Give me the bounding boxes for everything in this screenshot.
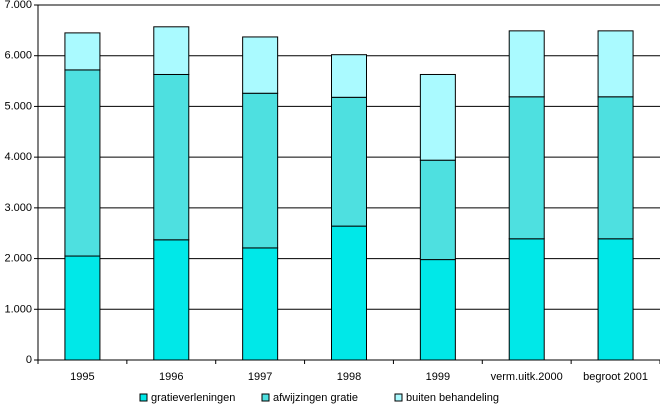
bar-segment — [508, 30, 545, 98]
bar-segment — [508, 96, 545, 240]
x-tick-label: begroot 2001 — [583, 371, 648, 383]
bar-segment — [419, 259, 456, 361]
y-tick-label: 5.000 — [4, 100, 32, 112]
bar-segment — [597, 30, 634, 98]
x-tick-label: verm.uitk.2000 — [491, 371, 563, 383]
legend-swatch — [261, 393, 270, 402]
legend-swatch — [139, 393, 148, 402]
y-axis: 0 1.000 2.000 3.000 4.000 5.000 6.000 7.000 — [4, 0, 39, 366]
y-tick-label: 2.000 — [4, 253, 32, 265]
bar-segment — [153, 26, 190, 75]
bar-segment — [64, 32, 101, 71]
bar-segment — [508, 238, 545, 361]
legend-label: buiten behandeling — [406, 392, 499, 404]
x-axis: 1995 1996 1997 1998 1999 verm.uitk.2000 begroo… — [37, 359, 660, 383]
x-tick-label: 1995 — [70, 371, 94, 383]
bar-segment — [242, 36, 279, 94]
bars — [64, 26, 634, 361]
x-tick-label: 1996 — [159, 371, 183, 383]
bar-segment — [64, 69, 101, 257]
bar-segment — [331, 225, 367, 361]
x-tick-label: 1997 — [248, 371, 272, 383]
bar-segment — [242, 247, 279, 361]
bar-segment — [153, 73, 190, 241]
bar-segment — [419, 159, 456, 261]
bar-segment — [331, 54, 367, 98]
bar-segment — [153, 239, 190, 361]
bar-segment — [64, 255, 101, 361]
bar-segment — [597, 96, 634, 240]
legend-label: gratieverleningen — [151, 392, 235, 404]
bar-segment — [242, 92, 279, 249]
y-tick-label: 7.000 — [4, 0, 32, 11]
y-tick-label: 6.000 — [4, 50, 32, 62]
legend-swatch — [394, 393, 403, 402]
y-tick-label: 4.000 — [4, 151, 32, 163]
bar-segment — [597, 238, 634, 361]
x-tick-label: 1999 — [426, 371, 450, 383]
legend-label: afwijzingen gratie — [273, 392, 358, 404]
y-tick-label: 3.000 — [4, 202, 32, 214]
y-tick-label: 1.000 — [4, 303, 32, 315]
bar-segment — [419, 73, 456, 161]
bar-segment — [331, 96, 367, 227]
legend: gratieverleningen afwijzingen gratie buite… — [139, 392, 499, 404]
y-tick-label: 0 — [26, 354, 32, 366]
x-tick-label: 1998 — [337, 371, 361, 383]
